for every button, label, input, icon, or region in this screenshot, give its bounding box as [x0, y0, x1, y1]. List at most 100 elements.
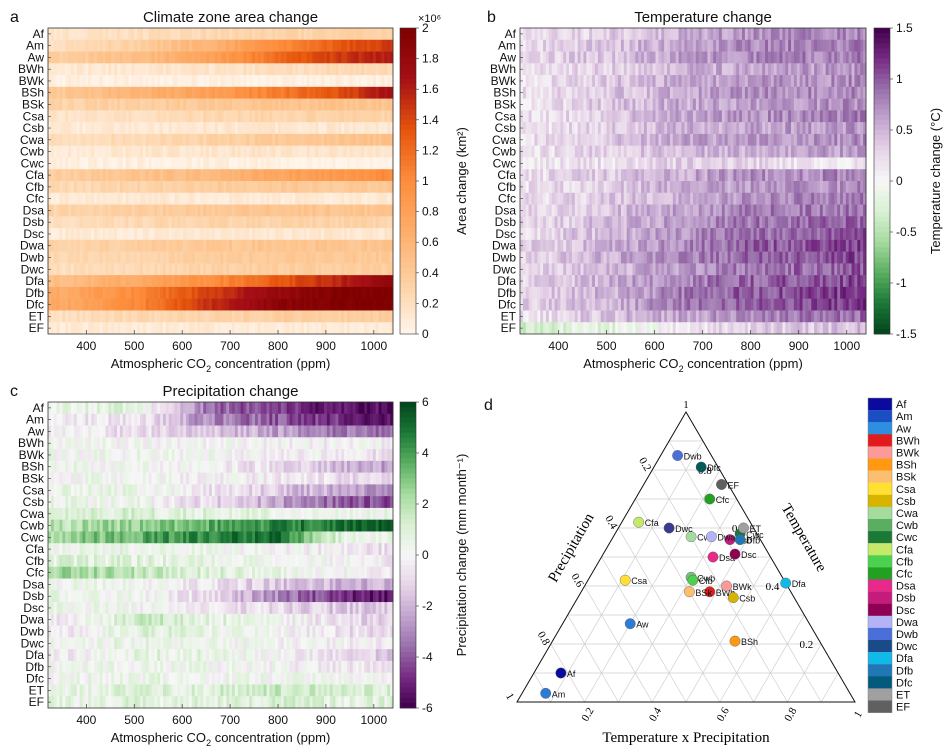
heatmap-cell [197, 86, 201, 99]
heatmap-cell [606, 39, 610, 52]
heatmap-cell [125, 157, 129, 170]
heatmap-cell [243, 216, 247, 229]
heatmap-cell [200, 216, 204, 229]
heatmap-cell [695, 98, 700, 111]
colorbar-tick-label: 1.4 [422, 113, 439, 127]
heatmap-cell [796, 98, 801, 111]
heatmap-cell [597, 39, 602, 52]
heatmap-cell [796, 181, 801, 194]
heatmap-cell [186, 275, 190, 288]
heatmap-cell [347, 322, 351, 335]
heatmap-cell [263, 310, 267, 323]
heatmap-cell [753, 86, 757, 99]
heatmap-cell [347, 122, 351, 135]
heatmap-cell [793, 145, 798, 158]
heatmap-cell [140, 98, 144, 111]
heatmap-cell [286, 204, 290, 217]
colorbar-segment [400, 221, 416, 228]
heatmap-cell [713, 63, 717, 76]
heatmap-cell [188, 63, 193, 76]
heatmap-cell [811, 133, 815, 146]
heatmap-cell [62, 98, 66, 111]
heatmap-cell [863, 110, 867, 123]
heatmap-cell [698, 145, 703, 158]
heatmap-cell [661, 51, 665, 64]
heatmap-cell [255, 75, 259, 88]
heatmap-cell [148, 63, 152, 76]
heatmap-cell [134, 263, 138, 276]
heatmap-cell [352, 204, 357, 217]
heatmap-cell [119, 263, 124, 276]
heatmap-cell [684, 181, 688, 194]
heatmap-cell [99, 286, 104, 299]
heatmap-cell [246, 98, 250, 111]
heatmap-cell [240, 228, 244, 241]
heatmap-cell [209, 263, 213, 276]
heatmap-cell [698, 51, 703, 64]
heatmap-cell [131, 133, 135, 146]
heatmap-cell [802, 169, 806, 182]
heatmap-cell [387, 275, 391, 288]
heatmap-cell [759, 63, 763, 76]
heatmap-cell [799, 181, 803, 194]
heatmap-cell [805, 145, 809, 158]
heatmap-row-dwa [48, 239, 394, 252]
heatmap-cell [842, 145, 847, 158]
heatmap-cell [137, 145, 141, 158]
heatmap-cell [545, 110, 550, 123]
heatmap-cell [108, 51, 112, 64]
heatmap-cell [626, 169, 630, 182]
heatmap-cell [102, 216, 106, 229]
heatmap-cell [102, 251, 106, 264]
heatmap-cell [321, 110, 325, 123]
heatmap-cell [390, 28, 394, 41]
heatmap-cell [635, 169, 639, 182]
heatmap-cell [840, 157, 844, 170]
heatmap-cell [828, 181, 832, 194]
heatmap-cell [632, 181, 636, 194]
heatmap-cell [96, 192, 101, 205]
heatmap-cell [684, 98, 688, 111]
heatmap-cell [571, 122, 576, 135]
heatmap-cell [76, 192, 81, 205]
heatmap-cell [56, 239, 60, 252]
heatmap-cell [134, 192, 138, 205]
heatmap-cell [814, 75, 818, 88]
heatmap-cell [286, 192, 290, 205]
heatmap-cell [629, 157, 633, 170]
heatmap-cell [370, 51, 374, 64]
heatmap-cell [96, 86, 101, 99]
heatmap-cell [301, 322, 305, 335]
heatmap-cell [638, 39, 642, 52]
heatmap-cell [782, 181, 786, 194]
heatmap-cell [148, 310, 152, 323]
heatmap-cell [125, 133, 129, 146]
heatmap-cell [191, 169, 196, 182]
colorbar-tick-label: 2 [422, 21, 429, 35]
heatmap-cell [652, 169, 656, 182]
heatmap-cell [716, 145, 720, 158]
heatmap-cell [160, 322, 164, 335]
heatmap-cell [165, 122, 170, 135]
heatmap-cell [845, 169, 850, 182]
heatmap-cell [592, 39, 596, 52]
heatmap-cell [586, 145, 590, 158]
heatmap-cell [91, 192, 95, 205]
colorbar-segment [400, 186, 416, 192]
heatmap-cell [332, 275, 336, 288]
heatmap-cell [551, 39, 555, 52]
heatmap-cell [180, 204, 184, 217]
heatmap-cell [387, 157, 391, 170]
heatmap-cell [324, 63, 328, 76]
heatmap-cell [68, 63, 72, 76]
heatmap-cell [825, 110, 829, 123]
heatmap-cell [298, 75, 302, 88]
heatmap-cell [649, 98, 654, 111]
heatmap-cell [678, 169, 682, 182]
heatmap-cell [825, 122, 829, 135]
heatmap-cell [586, 133, 590, 146]
panel-a-x-axis-label: Atmospheric CO2 concentration (ppm) [111, 356, 331, 374]
heatmap-cell [349, 239, 354, 252]
heatmap-cell [73, 39, 78, 52]
heatmap-cell [269, 322, 273, 335]
